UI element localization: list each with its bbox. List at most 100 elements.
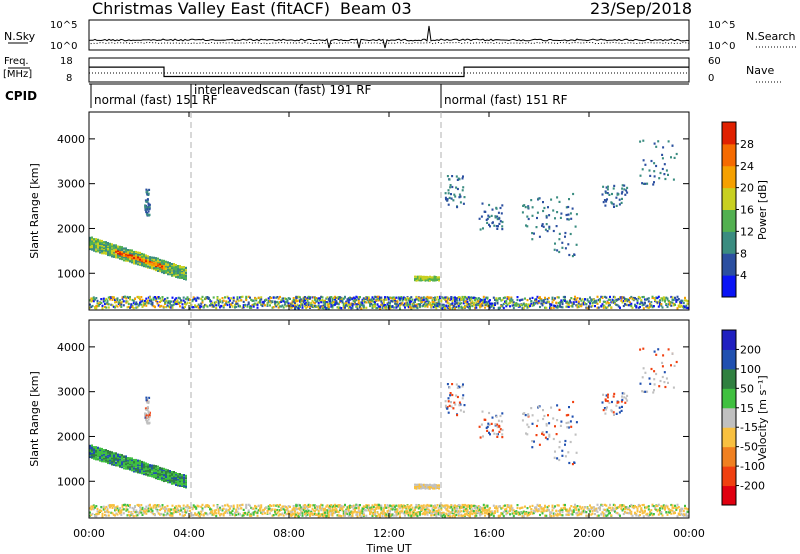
velocity-cell bbox=[147, 418, 150, 421]
velocity-cell bbox=[437, 509, 440, 512]
velocity-cell bbox=[329, 505, 331, 508]
velocity-cell bbox=[247, 509, 250, 512]
velocity-cell bbox=[445, 508, 448, 511]
velocity-cell bbox=[462, 394, 465, 397]
velocity-cell bbox=[612, 503, 615, 506]
power-cell bbox=[676, 295, 679, 298]
velocity-cell bbox=[340, 515, 343, 518]
velocity-cell bbox=[245, 506, 248, 510]
power-cell bbox=[438, 276, 440, 279]
power-cell bbox=[442, 305, 445, 308]
power-cell bbox=[474, 307, 476, 310]
power-cell bbox=[282, 297, 285, 300]
power-cell bbox=[582, 302, 585, 305]
power-cell bbox=[629, 297, 631, 300]
velocity-cell bbox=[400, 504, 403, 507]
velocity-cell bbox=[431, 507, 434, 510]
velocity-cell bbox=[551, 506, 554, 509]
velocity-cell bbox=[407, 507, 410, 510]
power-cell bbox=[374, 300, 376, 303]
power-cell bbox=[99, 240, 101, 243]
velocity-cell bbox=[420, 508, 423, 511]
power-cell bbox=[444, 192, 447, 195]
power-cell bbox=[562, 295, 565, 299]
velocity-cell bbox=[195, 506, 198, 509]
velocity-cell bbox=[400, 510, 403, 513]
velocity-cell bbox=[577, 508, 580, 511]
velocity-cell bbox=[619, 504, 621, 507]
velocity-cell bbox=[415, 487, 418, 490]
power-cell bbox=[119, 247, 121, 250]
power-cell bbox=[242, 306, 245, 309]
velocity-cell bbox=[146, 406, 149, 409]
power-cell bbox=[165, 265, 167, 268]
power-cell bbox=[445, 198, 447, 201]
power-cell bbox=[409, 305, 411, 308]
velocity-cell bbox=[369, 512, 371, 516]
power-cell bbox=[660, 297, 663, 300]
power-cell bbox=[627, 298, 630, 301]
velocity-cell bbox=[394, 508, 396, 511]
velocity-cell bbox=[599, 506, 601, 509]
power-cell bbox=[435, 305, 438, 308]
velocity-cell bbox=[456, 414, 459, 417]
velocity-cell bbox=[449, 506, 451, 509]
velocity-cell bbox=[501, 512, 504, 515]
velocity-cell bbox=[361, 510, 364, 513]
velocity-cell bbox=[474, 504, 476, 508]
power-cell bbox=[395, 306, 398, 309]
velocity-cell bbox=[319, 505, 321, 508]
velocity-cell bbox=[672, 510, 675, 514]
power-cell bbox=[640, 299, 643, 302]
power-cell bbox=[670, 304, 673, 307]
velocity-cell bbox=[429, 511, 431, 514]
power-cell bbox=[389, 296, 391, 299]
velocity-cell bbox=[169, 481, 171, 484]
power-cell bbox=[575, 300, 578, 303]
velocity-cell bbox=[501, 428, 504, 432]
velocity-cell bbox=[571, 511, 574, 514]
velocity-cell bbox=[166, 509, 169, 512]
power-cell bbox=[479, 300, 481, 303]
power-cell bbox=[143, 265, 145, 268]
velocity-cell bbox=[275, 509, 278, 512]
power-cell bbox=[235, 302, 238, 305]
velocity-cell bbox=[324, 513, 326, 517]
velocity-cell bbox=[111, 512, 114, 515]
velocity-cell bbox=[425, 508, 428, 511]
velocity-cell bbox=[177, 510, 180, 513]
power-cell bbox=[314, 304, 316, 307]
velocity-cell bbox=[176, 507, 179, 510]
velocity-cell bbox=[570, 509, 573, 512]
velocity-cell bbox=[641, 512, 644, 515]
power-cell bbox=[104, 305, 106, 309]
power-cell bbox=[400, 296, 403, 299]
velocity-cell bbox=[582, 510, 585, 513]
power-cell bbox=[632, 296, 635, 300]
velocity-cell bbox=[135, 514, 138, 517]
power-cell bbox=[216, 297, 219, 300]
velocity-cell bbox=[386, 510, 389, 513]
velocity-cell bbox=[130, 512, 133, 515]
power-cell bbox=[260, 303, 263, 306]
velocity-cell bbox=[99, 459, 101, 462]
power-cell bbox=[420, 279, 422, 282]
power-cell bbox=[246, 304, 249, 307]
power-cell bbox=[394, 300, 396, 303]
velocity-cell bbox=[455, 507, 458, 510]
noise-left-label: N.Sky bbox=[4, 30, 36, 43]
power-cell bbox=[574, 225, 577, 228]
power-cell bbox=[607, 304, 610, 307]
power-cell bbox=[529, 297, 531, 300]
velocity-cell bbox=[296, 511, 299, 514]
power-cell bbox=[145, 261, 147, 264]
power-cell bbox=[292, 299, 295, 302]
velocity-cell bbox=[375, 507, 378, 510]
velocity-cell bbox=[546, 506, 549, 509]
velocity-cell bbox=[93, 455, 95, 458]
velocity-cell bbox=[143, 463, 145, 466]
power-cell bbox=[391, 305, 394, 308]
power-cell bbox=[534, 302, 536, 305]
power-cell bbox=[123, 254, 125, 257]
power-cell bbox=[564, 247, 567, 250]
